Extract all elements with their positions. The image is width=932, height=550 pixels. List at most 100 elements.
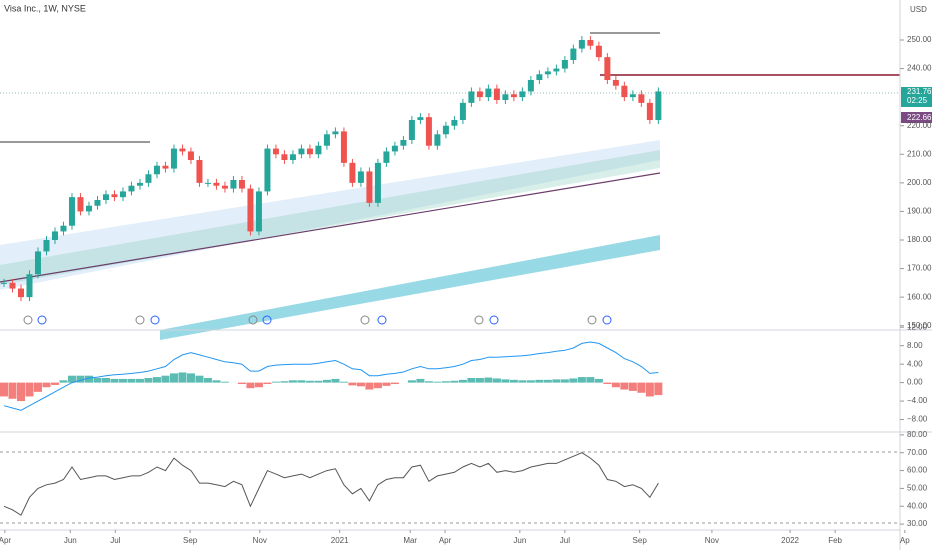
x-tick-label: Feb <box>828 536 842 545</box>
x-tick-label: Apr <box>0 536 11 545</box>
ema-band <box>0 150 660 285</box>
y-tick-label: 200.00 <box>907 178 932 187</box>
candle <box>646 102 653 120</box>
macd-histogram-bar <box>8 382 17 399</box>
macd-histogram-bar <box>322 379 331 383</box>
macd-histogram-bar <box>50 382 59 385</box>
y-tick-label: 210.00 <box>907 149 932 158</box>
macd-histogram-bar <box>118 378 127 383</box>
candle <box>179 148 186 152</box>
candle <box>366 171 373 203</box>
macd-histogram-bar <box>195 375 204 383</box>
macd-histogram-bar <box>637 382 646 393</box>
y-tick-label: −4.00 <box>907 396 928 405</box>
macd-histogram-bar <box>144 378 153 383</box>
candle <box>196 160 203 183</box>
candle <box>145 174 152 183</box>
y-tick-label: 30.00 <box>907 519 928 528</box>
candle <box>136 182 143 186</box>
candle <box>434 134 441 146</box>
macd-histogram-bar <box>416 378 425 383</box>
candle <box>570 48 577 60</box>
candle <box>26 274 33 298</box>
candle <box>60 225 67 232</box>
candle <box>451 120 458 126</box>
candle <box>442 125 449 135</box>
candle <box>255 191 262 232</box>
y-tick-label: 240.00 <box>907 64 932 73</box>
y-tick-label: 70.00 <box>907 448 928 457</box>
macd-histogram-bar <box>42 382 51 388</box>
macd-histogram-bar <box>356 382 365 387</box>
candle <box>43 240 50 252</box>
candle <box>485 88 492 98</box>
macd-histogram-bar <box>110 378 119 383</box>
macd-histogram-bar <box>76 375 85 383</box>
y-tick-label: 60.00 <box>907 466 928 475</box>
macd-histogram-bar <box>467 378 476 383</box>
candle <box>230 180 237 189</box>
candle <box>476 91 483 98</box>
candle <box>655 91 662 120</box>
candle <box>527 80 534 92</box>
candle <box>85 205 92 212</box>
candle <box>612 80 619 86</box>
macd-histogram-bar <box>390 382 399 384</box>
macd-histogram-bar <box>237 382 246 384</box>
macd-histogram-bar <box>33 382 42 392</box>
candle <box>323 134 330 146</box>
rsi-line <box>3 452 659 516</box>
y-tick-label: 180.00 <box>907 235 932 244</box>
candle <box>264 148 271 192</box>
macd-histogram-bar <box>560 379 569 383</box>
trend-line <box>0 172 661 283</box>
candle <box>94 200 101 206</box>
macd-histogram-bar <box>475 378 484 383</box>
candle <box>306 148 313 155</box>
y-tick-label: 150.00 <box>907 321 932 330</box>
candle <box>468 91 475 103</box>
candle <box>102 194 109 200</box>
x-tick-label: Mar <box>403 536 417 545</box>
macd-histogram-bar <box>645 382 654 397</box>
y-tick-label: 160.00 <box>907 292 932 301</box>
candle <box>349 162 356 183</box>
macd-histogram-bar <box>424 381 433 383</box>
candle <box>374 162 381 203</box>
macd-histogram-bar <box>441 381 450 383</box>
macd-histogram-bar <box>348 382 357 386</box>
macd-histogram-bar <box>628 382 637 391</box>
macd-histogram-bar <box>552 379 561 383</box>
ma-price: 222.66 <box>907 113 932 122</box>
macd-histogram-bar <box>288 380 297 383</box>
candle <box>332 131 339 135</box>
ema-band <box>0 140 660 290</box>
macd-histogram-bar <box>152 377 161 383</box>
macd-histogram-bar <box>212 380 221 383</box>
macd-histogram-bar <box>135 378 144 383</box>
candle <box>621 85 628 98</box>
macd-histogram-bar <box>501 379 510 383</box>
x-tick-label: Nov <box>705 536 719 545</box>
candle <box>315 145 322 155</box>
macd-histogram-bar <box>484 377 493 383</box>
x-tick-label: Jul <box>560 536 570 545</box>
macd-histogram-bar <box>509 379 518 383</box>
y-tick-label: 50.00 <box>907 484 928 493</box>
macd-histogram-bar <box>535 379 544 383</box>
candle <box>187 151 194 160</box>
x-tick-label: Sep <box>633 536 648 545</box>
macd-histogram-bar <box>458 379 467 383</box>
candle <box>213 182 220 186</box>
macd-histogram-bar <box>314 380 323 383</box>
candle <box>391 145 398 152</box>
macd-histogram-bar <box>161 375 170 383</box>
macd-histogram-bar <box>450 380 459 383</box>
x-tick-label: Jun <box>64 536 77 545</box>
candle <box>204 182 211 184</box>
candle <box>111 194 118 198</box>
candle <box>247 188 254 232</box>
candle <box>459 102 466 120</box>
candle <box>400 140 407 146</box>
